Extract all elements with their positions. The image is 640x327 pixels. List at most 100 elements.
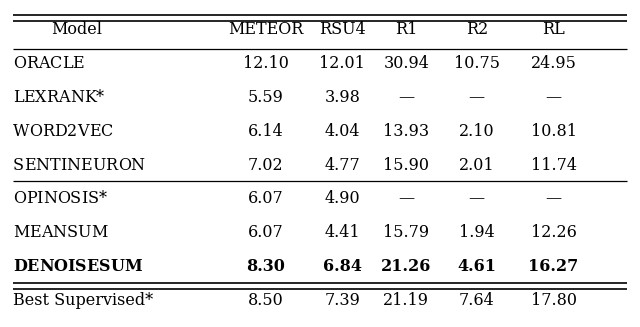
Text: M: M [91, 224, 107, 241]
Text: 30.94: 30.94 [383, 55, 429, 72]
Text: —: — [398, 190, 415, 207]
Text: 21.26: 21.26 [381, 258, 431, 275]
Text: A: A [41, 224, 52, 241]
Text: E: E [24, 89, 35, 106]
Text: 15.79: 15.79 [383, 224, 429, 241]
Text: 13.93: 13.93 [383, 123, 429, 140]
Text: R1: R1 [396, 22, 417, 39]
Text: 4.04: 4.04 [324, 123, 360, 140]
Text: V: V [77, 123, 89, 140]
Text: 6.84: 6.84 [323, 258, 362, 275]
Text: S: S [13, 157, 24, 174]
Text: R: R [26, 55, 38, 72]
Text: A: A [38, 55, 49, 72]
Text: N: N [35, 157, 49, 174]
Text: U: U [110, 258, 124, 275]
Text: E: E [72, 55, 84, 72]
Text: I: I [81, 190, 87, 207]
Text: E: E [29, 224, 41, 241]
Text: 7.64: 7.64 [459, 292, 495, 309]
Text: S: S [99, 258, 110, 275]
Text: S: S [75, 258, 86, 275]
Text: N: N [67, 157, 81, 174]
Text: *: * [96, 89, 104, 106]
Text: 15.90: 15.90 [383, 157, 429, 174]
Text: Model: Model [51, 22, 102, 39]
Text: 8.50: 8.50 [248, 292, 284, 309]
Text: O: O [29, 123, 42, 140]
Text: 7.39: 7.39 [324, 292, 360, 309]
Text: —: — [398, 89, 415, 106]
Text: 17.80: 17.80 [531, 292, 577, 309]
Text: S: S [87, 190, 99, 207]
Text: 4.77: 4.77 [324, 157, 360, 174]
Text: Best Supervised*: Best Supervised* [13, 292, 153, 309]
Text: L: L [61, 55, 72, 72]
Text: R: R [47, 89, 58, 106]
Text: 8.30: 8.30 [246, 258, 285, 275]
Text: L: L [13, 89, 24, 106]
Text: —: — [545, 89, 562, 106]
Text: E: E [27, 258, 39, 275]
Text: X: X [35, 89, 47, 106]
Text: D: D [13, 258, 27, 275]
Text: 6.14: 6.14 [248, 123, 284, 140]
Text: 24.95: 24.95 [531, 55, 577, 72]
Text: C: C [49, 55, 61, 72]
Text: N: N [70, 89, 84, 106]
Text: 6.07: 6.07 [248, 190, 284, 207]
Text: D: D [54, 123, 67, 140]
Text: 4.41: 4.41 [324, 224, 360, 241]
Text: K: K [84, 89, 96, 106]
Text: 21.19: 21.19 [383, 292, 429, 309]
Text: —: — [468, 190, 485, 207]
Text: I: I [60, 157, 67, 174]
Text: E: E [81, 157, 92, 174]
Text: O: O [118, 157, 131, 174]
Text: M: M [124, 258, 142, 275]
Text: N: N [43, 190, 57, 207]
Text: I: I [36, 190, 43, 207]
Text: 2.01: 2.01 [459, 157, 495, 174]
Text: I: I [68, 258, 75, 275]
Text: —: — [545, 190, 562, 207]
Text: O: O [13, 190, 26, 207]
Text: 12.26: 12.26 [531, 224, 577, 241]
Text: R2: R2 [466, 22, 488, 39]
Text: S: S [70, 190, 81, 207]
Text: 2.10: 2.10 [459, 123, 495, 140]
Text: 3.98: 3.98 [324, 89, 360, 106]
Text: U: U [92, 157, 106, 174]
Text: 2: 2 [67, 123, 77, 140]
Text: O: O [54, 258, 68, 275]
Text: W: W [13, 123, 29, 140]
Text: N: N [131, 157, 145, 174]
Text: 12.10: 12.10 [243, 55, 289, 72]
Text: R: R [42, 123, 54, 140]
Text: RL: RL [542, 22, 565, 39]
Text: 1.94: 1.94 [459, 224, 495, 241]
Text: 6.07: 6.07 [248, 224, 284, 241]
Text: P: P [26, 190, 36, 207]
Text: 5.59: 5.59 [248, 89, 284, 106]
Text: E: E [24, 157, 35, 174]
Text: R: R [106, 157, 118, 174]
Text: —: — [468, 89, 485, 106]
Text: E: E [89, 123, 100, 140]
Text: S: S [67, 224, 77, 241]
Text: C: C [100, 123, 113, 140]
Text: U: U [77, 224, 91, 241]
Text: 11.74: 11.74 [531, 157, 577, 174]
Text: 7.02: 7.02 [248, 157, 284, 174]
Text: M: M [13, 224, 29, 241]
Text: A: A [58, 89, 70, 106]
Text: 16.27: 16.27 [529, 258, 579, 275]
Text: E: E [86, 258, 99, 275]
Text: O: O [57, 190, 70, 207]
Text: *: * [99, 190, 106, 207]
Text: METEOR: METEOR [228, 22, 303, 39]
Text: N: N [39, 258, 54, 275]
Text: N: N [52, 224, 67, 241]
Text: T: T [49, 157, 60, 174]
Text: 10.75: 10.75 [454, 55, 500, 72]
